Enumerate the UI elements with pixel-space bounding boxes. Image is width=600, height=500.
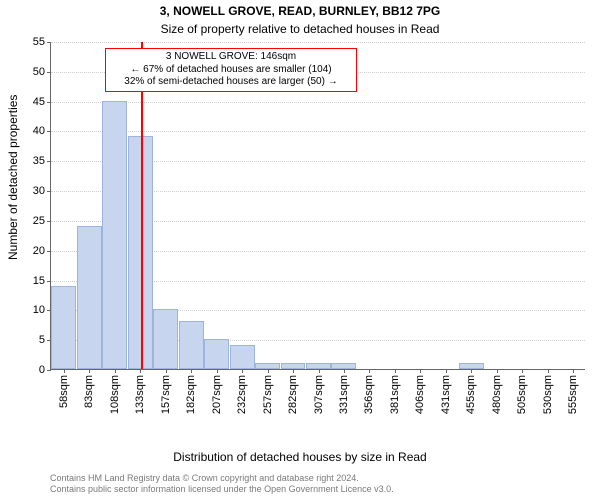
x-tick-label: 182sqm	[185, 369, 197, 414]
y-tick-label: 50	[33, 66, 51, 78]
annotation-line: 3 NOWELL GROVE: 146sqm	[110, 51, 352, 64]
annotation-line: ← 67% of detached houses are smaller (10…	[110, 64, 352, 77]
y-tick-label: 20	[33, 245, 51, 257]
x-tick-label: 331sqm	[338, 369, 350, 414]
y-tick-label: 0	[39, 364, 51, 376]
chart-title-main: 3, NOWELL GROVE, READ, BURNLEY, BB12 7PG	[0, 4, 600, 18]
x-tick-label: 455sqm	[465, 369, 477, 414]
x-tick-label: 356sqm	[363, 369, 375, 414]
x-tick-label: 406sqm	[414, 369, 426, 414]
x-tick-label: 157sqm	[160, 369, 172, 414]
footer-line: Contains public sector information licen…	[50, 484, 394, 496]
x-tick-label: 381sqm	[389, 369, 401, 414]
histogram-bar	[230, 345, 255, 369]
histogram-bar	[179, 321, 204, 369]
x-tick-label: 555sqm	[567, 369, 579, 414]
gridline	[51, 102, 585, 103]
y-tick-label: 40	[33, 125, 51, 137]
gridline	[51, 131, 585, 132]
y-tick-label: 25	[33, 215, 51, 227]
gridline	[51, 42, 585, 43]
footer-line: Contains HM Land Registry data © Crown c…	[50, 473, 394, 485]
x-tick-label: 257sqm	[262, 369, 274, 414]
histogram-bar	[77, 226, 102, 369]
histogram-bar	[51, 286, 76, 369]
y-tick-label: 35	[33, 155, 51, 167]
annotation-box: 3 NOWELL GROVE: 146sqm← 67% of detached …	[105, 48, 357, 92]
y-tick-label: 5	[39, 334, 51, 346]
y-tick-label: 55	[33, 36, 51, 48]
x-tick-label: 108sqm	[109, 369, 121, 414]
x-tick-label: 58sqm	[58, 369, 70, 408]
x-tick-label: 530sqm	[542, 369, 554, 414]
chart-title-sub: Size of property relative to detached ho…	[0, 22, 600, 36]
annotation-line: 32% of semi-detached houses are larger (…	[110, 76, 352, 89]
y-tick-label: 10	[33, 304, 51, 316]
histogram-bar	[128, 136, 153, 369]
x-tick-label: 133sqm	[134, 369, 146, 414]
x-tick-label: 480sqm	[491, 369, 503, 414]
y-tick-label: 15	[33, 275, 51, 287]
chart-container: 3, NOWELL GROVE, READ, BURNLEY, BB12 7PG…	[0, 0, 600, 500]
x-tick-label: 83sqm	[83, 369, 95, 408]
x-tick-label: 207sqm	[211, 369, 223, 414]
x-axis-label: Distribution of detached houses by size …	[0, 450, 600, 464]
histogram-bar	[102, 101, 127, 369]
plot-area: 051015202530354045505558sqm83sqm108sqm13…	[50, 42, 585, 370]
x-tick-label: 232sqm	[236, 369, 248, 414]
y-tick-label: 45	[33, 96, 51, 108]
x-tick-label: 307sqm	[313, 369, 325, 414]
y-axis-label: Number of detached properties	[6, 95, 20, 260]
histogram-bar	[204, 339, 229, 369]
x-tick-label: 431sqm	[440, 369, 452, 414]
histogram-bar	[153, 309, 178, 369]
x-tick-label: 505sqm	[516, 369, 528, 414]
chart-footer: Contains HM Land Registry data © Crown c…	[50, 473, 394, 496]
y-tick-label: 30	[33, 185, 51, 197]
x-tick-label: 282sqm	[287, 369, 299, 414]
